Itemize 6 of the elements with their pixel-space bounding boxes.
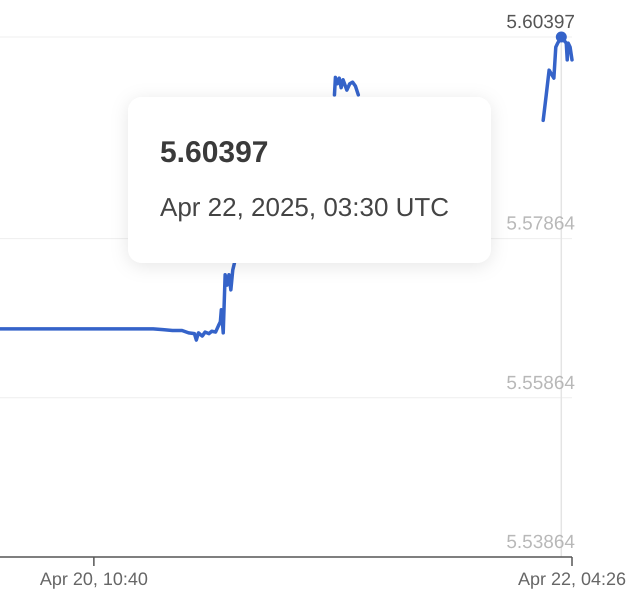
- y-tick-label: 5.53864: [506, 532, 576, 553]
- y-tick-label: 5.60397: [506, 12, 575, 33]
- y-tick-label: 5.55864: [506, 372, 576, 394]
- x-tick-label: Apr 22, 04:26: [518, 569, 626, 589]
- y-tick-label: 5.57864: [506, 214, 576, 235]
- x-tick-label: Apr 20, 10:40: [40, 569, 148, 589]
